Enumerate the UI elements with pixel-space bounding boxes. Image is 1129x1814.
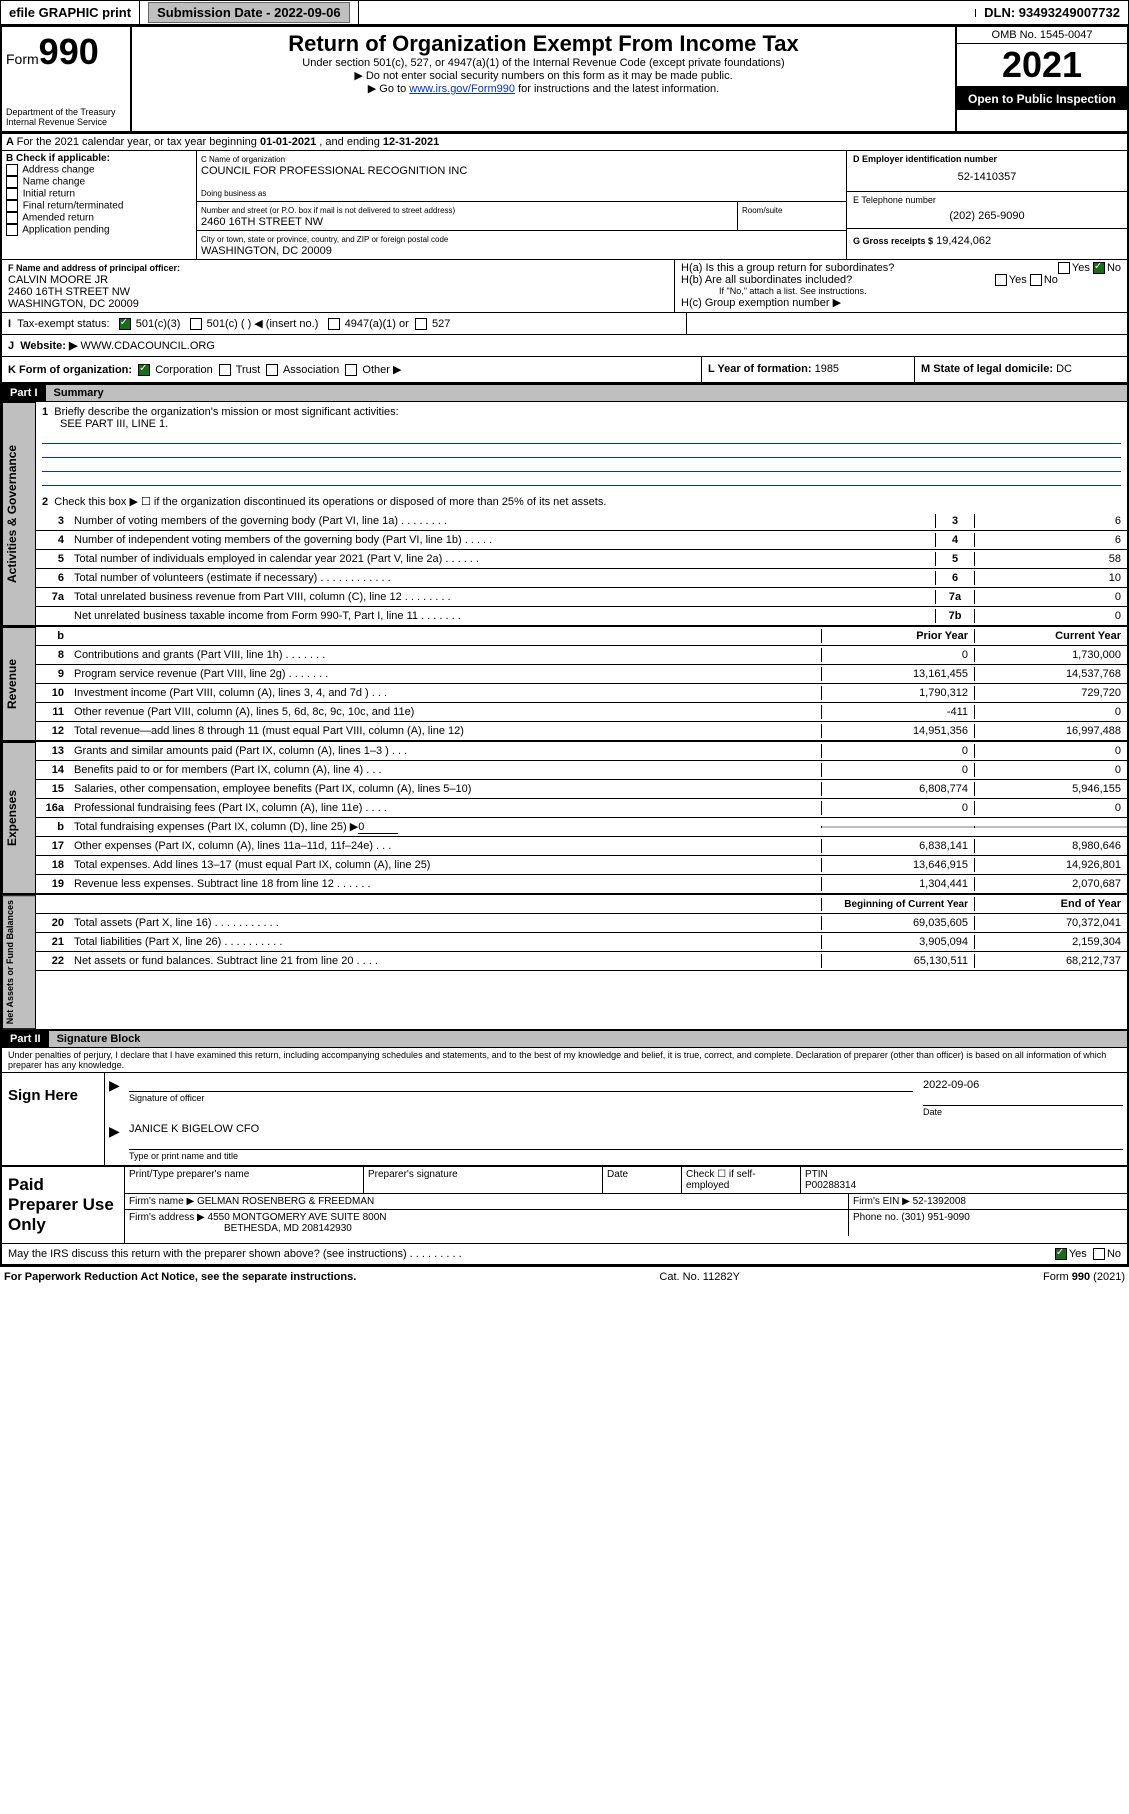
form-header: Form990 Department of the Treasury Inter… [2, 27, 1127, 133]
section-fh: F Name and address of principal officer:… [2, 259, 1127, 312]
box-deg: D Employer identification number 52-1410… [846, 151, 1127, 259]
form-title: Return of Organization Exempt From Incom… [136, 31, 951, 57]
box-f: F Name and address of principal officer:… [2, 260, 675, 312]
line-l: L Year of formation: 1985 [701, 357, 914, 382]
ein: 52-1410357 [853, 165, 1121, 189]
org-name: COUNCIL FOR PROFESSIONAL RECOGNITION INC [201, 165, 467, 177]
line-j: J Website: ▶ WWW.CDACOUNCIL.ORG [2, 334, 1127, 356]
line-m: M State of legal domicile: DC [914, 357, 1127, 382]
gross-receipts: 19,424,062 [936, 235, 991, 247]
org-address: 2460 16TH STREET NW [201, 216, 323, 228]
sign-here-block: Sign Here ▶ Signature of officer 2022-09… [2, 1072, 1127, 1165]
dept-treasury: Department of the Treasury [6, 107, 126, 117]
page-footer: For Paperwork Reduction Act Notice, see … [0, 1266, 1129, 1287]
mission-text: SEE PART III, LINE 1. [42, 418, 168, 430]
tax-year: 2021 [957, 44, 1127, 88]
header-sub1: Under section 501(c), 527, or 4947(a)(1)… [136, 57, 951, 69]
org-city: WASHINGTON, DC 20009 [201, 245, 332, 257]
vlabel-netassets: Net Assets or Fund Balances [2, 895, 36, 1029]
line-k: K Form of organization: Corporation Trus… [2, 357, 701, 382]
header-sub3: ▶ Go to www.irs.gov/Form990 for instruct… [136, 82, 951, 95]
header-mid: Return of Organization Exempt From Incom… [132, 27, 957, 131]
part2-header: Part II Signature Block [2, 1030, 1127, 1048]
part1-header: Part I Summary [2, 384, 1127, 402]
line-a: A For the 2021 calendar year, or tax yea… [2, 133, 1127, 151]
firm-ein: 52-1392008 [913, 1196, 966, 1207]
header-right: OMB No. 1545-0047 2021 Open to Public In… [957, 27, 1127, 131]
vlabel-activities: Activities & Governance [2, 402, 36, 626]
dln: DLN: 93493249007732 [976, 1, 1128, 24]
box-h: H(a) Is this a group return for subordin… [675, 260, 1127, 312]
penalties-text: Under penalties of perjury, I declare th… [2, 1048, 1127, 1072]
firm-name: GELMAN ROSENBERG & FREEDMAN [197, 1196, 374, 1207]
paid-preparer-block: Paid Preparer Use Only Print/Type prepar… [2, 1165, 1127, 1243]
officer-name: JANICE K BIGELOW CFO [129, 1123, 1123, 1135]
ptin: P00288314 [805, 1180, 856, 1191]
telephone: (202) 265-9090 [853, 206, 1121, 226]
topbar-spacer [359, 9, 977, 17]
box-c: C Name of organization COUNCIL FOR PROFE… [197, 151, 846, 259]
omb-number: OMB No. 1545-0047 [957, 27, 1127, 44]
header-sub2: ▶ Do not enter social security numbers o… [136, 69, 951, 82]
box-b: B Check if applicable: Address change Na… [2, 151, 197, 259]
website: WWW.CDACOUNCIL.ORG [80, 340, 214, 352]
submission-date: Submission Date - 2022-09-06 [140, 1, 359, 24]
vlabel-expenses: Expenses [2, 742, 36, 894]
vlabel-revenue: Revenue [2, 627, 36, 741]
open-public: Open to Public Inspection [957, 88, 1127, 110]
preparer-phone: (301) 951-9090 [901, 1212, 969, 1223]
irs-label: Internal Revenue Service [6, 117, 126, 127]
line-i: I Tax-exempt status: 501(c)(3) 501(c) ( … [2, 313, 687, 334]
irs-link[interactable]: www.irs.gov/Form990 [409, 83, 515, 95]
discuss-line: May the IRS discuss this return with the… [2, 1243, 1127, 1264]
section-bcdefg: B Check if applicable: Address change Na… [2, 151, 1127, 259]
header-left: Form990 Department of the Treasury Inter… [2, 27, 132, 131]
efile-topbar: efile GRAPHIC print Submission Date - 20… [0, 0, 1129, 25]
efile-label: efile GRAPHIC print [1, 1, 140, 24]
